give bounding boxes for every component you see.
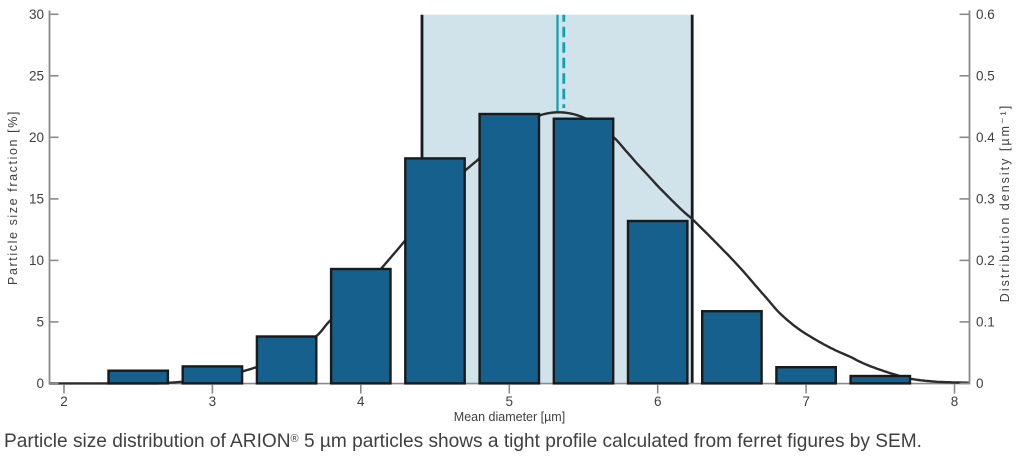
svg-text:25: 25 — [29, 69, 44, 84]
svg-text:7: 7 — [802, 394, 810, 409]
svg-text:0.6: 0.6 — [976, 7, 995, 22]
svg-text:8: 8 — [951, 394, 959, 409]
svg-text:0.3: 0.3 — [976, 192, 995, 207]
svg-text:2: 2 — [60, 394, 68, 409]
svg-text:Mean diameter [µm]: Mean diameter [µm] — [454, 410, 565, 424]
svg-text:0.4: 0.4 — [976, 130, 995, 145]
svg-text:20: 20 — [29, 130, 44, 145]
svg-text:10: 10 — [29, 253, 44, 268]
svg-text:0: 0 — [36, 376, 44, 391]
svg-text:3: 3 — [209, 394, 217, 409]
svg-text:6: 6 — [654, 394, 662, 409]
svg-text:Particle size fraction [%]: Particle size fraction [%] — [6, 110, 20, 285]
svg-text:5: 5 — [36, 315, 44, 330]
svg-text:15: 15 — [29, 192, 44, 207]
svg-text:0.2: 0.2 — [976, 253, 995, 268]
svg-text:Distribution density [µm⁻¹]: Distribution density [µm⁻¹] — [998, 104, 1012, 302]
svg-text:5: 5 — [506, 394, 514, 409]
svg-text:0.1: 0.1 — [976, 315, 995, 330]
svg-text:4: 4 — [357, 394, 365, 409]
svg-text:0: 0 — [976, 376, 984, 391]
svg-text:0.5: 0.5 — [976, 69, 995, 84]
svg-text:30: 30 — [29, 7, 44, 22]
